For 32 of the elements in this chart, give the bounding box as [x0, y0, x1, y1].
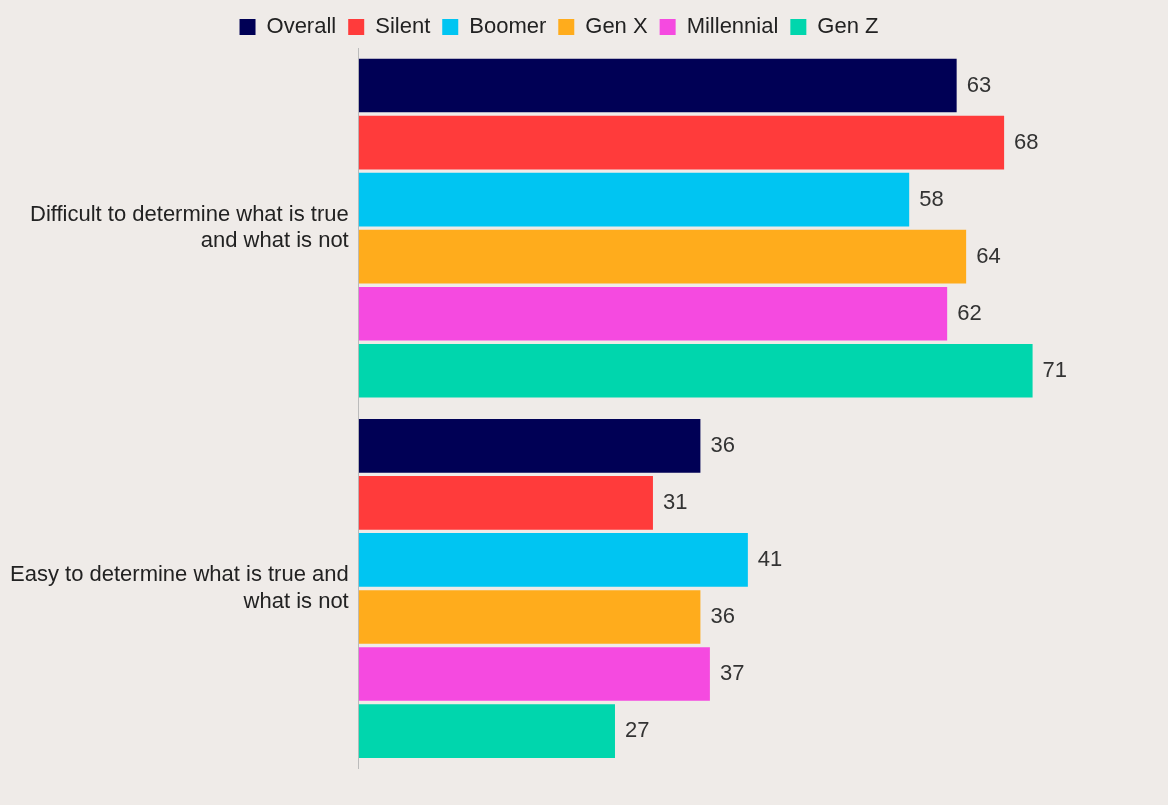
data-label: 31 [662, 488, 688, 514]
legend-label: Boomer [469, 13, 547, 39]
data-label: 36 [710, 431, 735, 457]
data-label: 36 [710, 603, 735, 629]
bar [358, 419, 701, 473]
y-tick-label: Easy to determine what is true and what is not [10, 561, 349, 613]
bar [358, 229, 967, 284]
legend-label: Gen Z [817, 13, 879, 39]
bar [358, 647, 710, 701]
data-label: 27 [624, 717, 650, 743]
data-label: 37 [719, 660, 745, 686]
legend-label: Overall [266, 13, 337, 39]
data-label: 41 [757, 545, 783, 571]
data-label: 71 [1042, 356, 1068, 382]
bar [358, 704, 615, 758]
data-label: 64 [976, 242, 1001, 268]
bar [358, 286, 948, 341]
bar [358, 115, 1005, 170]
data-label: 68 [1014, 128, 1039, 154]
legend-label: Silent [375, 13, 431, 39]
bar [358, 58, 957, 113]
bar [358, 172, 910, 227]
bar [358, 590, 701, 644]
legend-label: Millennial [686, 13, 779, 39]
data-label: 58 [919, 185, 944, 211]
y-tick-label: Difficult to determine what is true and what is not [30, 201, 349, 253]
bar [358, 533, 748, 587]
bar [358, 343, 1033, 398]
legend-label: Gen X [585, 13, 648, 39]
data-label: 63 [966, 71, 992, 97]
data-label: 62 [957, 299, 982, 325]
bar [358, 476, 653, 530]
